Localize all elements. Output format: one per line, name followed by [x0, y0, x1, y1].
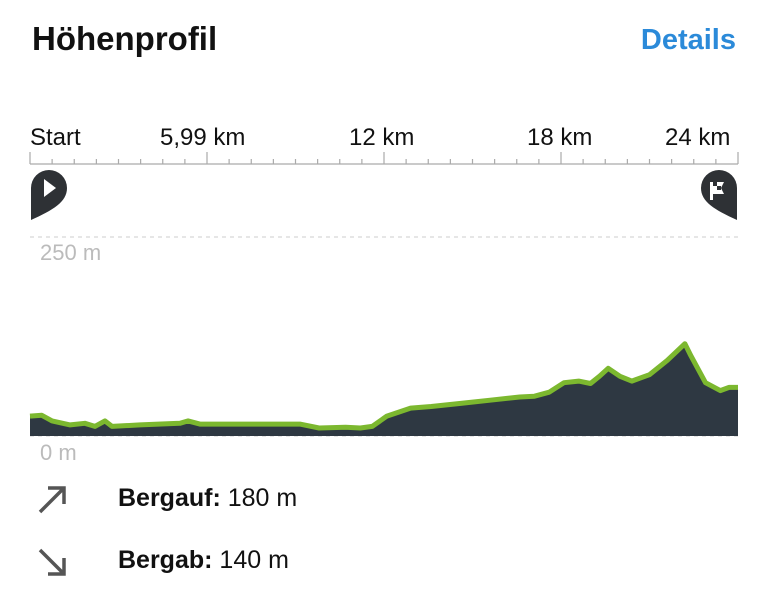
- stat-downhill: Bergab: 140 m: [118, 546, 289, 574]
- details-link[interactable]: Details: [640, 24, 736, 56]
- start-marker-icon[interactable]: [31, 170, 67, 220]
- distance-label-24km: 24 km: [665, 124, 731, 151]
- elevation-area: [30, 343, 738, 436]
- finish-marker-icon[interactable]: [701, 170, 737, 220]
- distance-label-6km: 5,99 km: [160, 124, 246, 151]
- distance-label-18km: 18 km: [527, 124, 593, 151]
- elevation-line: [29, 341, 738, 431]
- page-title: Höhenprofil: [32, 20, 218, 57]
- distance-label-12km: 12 km: [349, 124, 415, 151]
- distance-ruler: [29, 152, 739, 165]
- stat-uphill: Bergauf: 180 m: [118, 484, 298, 512]
- arrow-down-right-icon: [38, 548, 66, 576]
- distance-label-start: Start: [30, 124, 81, 151]
- arrow-up-right-icon: [38, 486, 66, 514]
- y-tick-label: 250 m: [40, 240, 101, 265]
- y-tick-label: 0 m: [40, 440, 77, 465]
